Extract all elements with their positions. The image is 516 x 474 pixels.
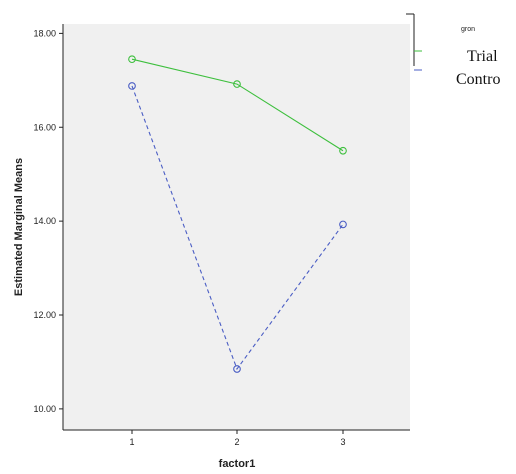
series-line-1 <box>131 85 344 371</box>
x-tick-label: 1 <box>129 437 134 447</box>
series-layer <box>128 55 347 373</box>
legend-label-trial: Trial <box>467 48 498 65</box>
data-point-0 <box>233 80 241 88</box>
y-tick-label: 10.00 <box>33 404 56 414</box>
series-line-0 <box>131 58 344 152</box>
y-tick-label: 14.00 <box>33 216 56 226</box>
data-point-1 <box>233 365 241 373</box>
x-axis-title: factor1 <box>219 458 256 470</box>
y-tick-label: 16.00 <box>33 122 56 132</box>
data-point-1 <box>128 82 136 90</box>
legend-title: gron <box>461 26 475 33</box>
data-point-0 <box>339 146 347 155</box>
legend: gron Trial Contro <box>406 13 500 88</box>
plot-area: 10.00 12.00 14.00 16.00 18.00 1 2 3 <box>33 24 410 447</box>
data-point-0 <box>128 55 136 64</box>
y-axis-title: Estimated Marginal Means <box>13 158 25 296</box>
x-tick-label: 2 <box>234 437 239 447</box>
legend-label-contro: Contro <box>456 71 500 88</box>
y-ticks: 10.00 12.00 14.00 16.00 18.00 <box>33 28 63 414</box>
plot-background <box>63 24 410 430</box>
y-tick-label: 12.00 <box>33 310 56 320</box>
y-tick-label: 18.00 <box>33 28 56 38</box>
x-tick-label: 3 <box>340 437 345 447</box>
data-point-1 <box>339 220 347 229</box>
x-ticks: 1 2 3 <box>129 430 346 447</box>
